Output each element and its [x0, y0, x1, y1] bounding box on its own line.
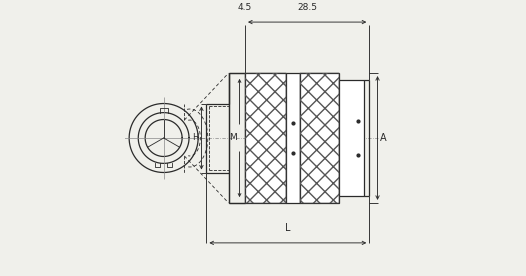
- Bar: [300, 73, 339, 203]
- Text: 28.5: 28.5: [297, 3, 317, 12]
- Bar: [245, 73, 287, 203]
- Bar: [300, 73, 339, 203]
- Bar: [339, 80, 364, 196]
- Text: M: M: [229, 134, 237, 142]
- Text: 4.5: 4.5: [238, 3, 252, 12]
- Bar: [245, 73, 287, 203]
- Bar: [287, 73, 300, 203]
- Text: L: L: [285, 223, 290, 233]
- Text: A: A: [380, 133, 387, 143]
- Text: H: H: [192, 134, 199, 142]
